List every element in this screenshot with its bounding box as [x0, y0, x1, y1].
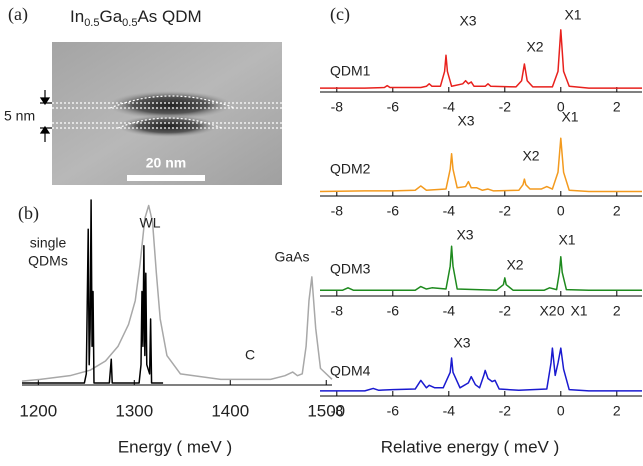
x-tick-label: -4: [443, 403, 456, 419]
annotation: X2: [526, 39, 543, 55]
thickness-label: 5 nm: [4, 108, 35, 124]
x-tick-label: -8: [331, 303, 344, 319]
annotation: QDMs: [28, 253, 68, 269]
spectrum-name: QDM1: [330, 63, 371, 79]
x-tick-label: -4: [443, 99, 456, 115]
title-part: Ga: [99, 7, 122, 26]
annotation: WL: [140, 215, 161, 231]
panel-label: (c): [330, 4, 350, 25]
x-tick-label: 0: [557, 99, 565, 115]
x-tick-label: 2: [613, 99, 621, 115]
spectrum-line: [22, 199, 164, 384]
x-tick-label: -6: [387, 99, 400, 115]
x-axis-label: Relative energy ( meV ): [381, 437, 560, 456]
tem-image: [52, 42, 282, 185]
x-tick-label: -6: [387, 303, 400, 319]
x-tick-label: -8: [331, 403, 344, 419]
spectrum-line: [21, 204, 333, 382]
x-tick-label: -4: [443, 203, 456, 219]
annotation: X1: [561, 109, 578, 125]
image-title: In0.5Ga0.5As QDM: [70, 7, 202, 28]
x-tick-label: 0: [557, 203, 565, 219]
x-tick-label: 2: [613, 403, 621, 419]
x-tick-label: 1500: [307, 401, 345, 420]
annotation: X2: [506, 257, 523, 273]
annotation: X2: [539, 303, 556, 319]
x-tick-label: 0: [557, 303, 565, 319]
title-part: 0.5: [122, 17, 137, 29]
x-axis-label: Energy ( meV ): [118, 437, 232, 456]
x-tick-label: -2: [499, 303, 512, 319]
annotation: C: [245, 347, 255, 363]
x-tick-label: -8: [331, 99, 344, 115]
panel-label: (b): [18, 203, 39, 224]
spectrum-name: QDM4: [330, 363, 371, 379]
annotation: GaAs: [274, 249, 309, 265]
annotation: X1: [564, 7, 581, 23]
x-tick-label: -6: [387, 203, 400, 219]
spectrum-line: [320, 29, 642, 89]
x-tick-label: 1200: [19, 401, 57, 420]
title-part: As QDM: [137, 7, 201, 26]
spectrum-line: [319, 137, 642, 193]
spectrum-name: QDM3: [330, 261, 371, 277]
annotation: X3: [457, 113, 474, 129]
x-tick-label: 0: [557, 403, 565, 419]
annotation: X3: [456, 227, 473, 243]
annotation: X3: [453, 335, 470, 351]
x-tick-label: -6: [387, 403, 400, 419]
x-tick-label: 2: [613, 203, 621, 219]
panel-label: (a): [8, 4, 28, 25]
spectrum-line: [320, 347, 642, 392]
title-part: In: [70, 7, 84, 26]
spectrum-name: QDM2: [330, 161, 371, 177]
x-tick-label: -2: [499, 403, 512, 419]
scale-bar-label: 20 nm: [146, 155, 186, 171]
x-tick-label: -2: [499, 203, 512, 219]
annotation: single: [30, 235, 67, 251]
spectrum-line: [320, 245, 642, 292]
annotation: X3: [459, 13, 476, 29]
x-tick-label: 1300: [115, 401, 153, 420]
annotation: X1: [570, 303, 587, 319]
thickness-arrows: [39, 90, 52, 142]
x-tick-label: 2: [613, 303, 621, 319]
x-tick-label: 1400: [211, 401, 249, 420]
annotation: X1: [558, 232, 575, 248]
x-tick-label: -8: [331, 203, 344, 219]
title-part: 0.5: [84, 17, 99, 29]
x-tick-label: -4: [443, 303, 456, 319]
x-tick-label: -2: [499, 99, 512, 115]
annotation: X2: [522, 148, 539, 164]
